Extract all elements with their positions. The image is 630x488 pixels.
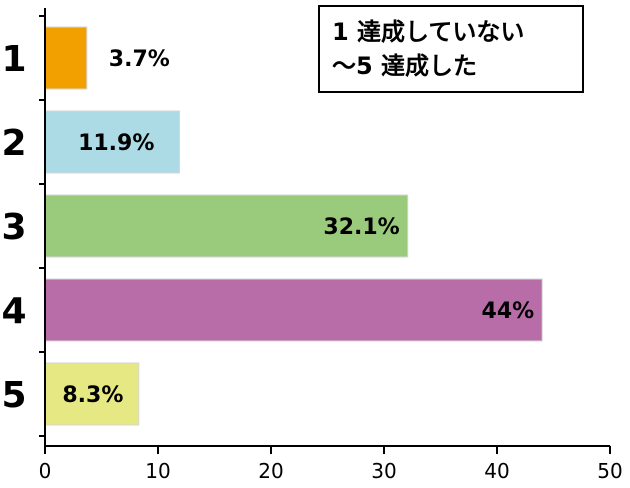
- category-label: 1: [1, 39, 26, 80]
- scale-legend: 1 達成していない ～5 達成した: [318, 5, 584, 93]
- category-label: 2: [1, 123, 26, 164]
- x-tick-label: 30: [371, 459, 396, 483]
- data-label: 8.3%: [62, 383, 123, 408]
- x-tick-label: 40: [484, 459, 509, 483]
- x-tick-label: 0: [39, 459, 52, 483]
- legend-line-2: ～5 達成した: [332, 52, 478, 80]
- x-tick-label: 20: [258, 459, 283, 483]
- data-label: 32.1%: [323, 215, 399, 240]
- legend-line-1: 1 達成していない: [332, 18, 525, 46]
- data-label: 11.9%: [78, 131, 154, 156]
- bar-5: [44, 362, 140, 426]
- category-label: 5: [1, 375, 26, 416]
- data-label: 44%: [482, 299, 535, 324]
- x-tick-label: 50: [597, 459, 622, 483]
- bar-1: [44, 26, 88, 90]
- data-label: 3.7%: [109, 47, 170, 72]
- bar-4: [44, 278, 543, 342]
- x-tick-label: 10: [145, 459, 170, 483]
- category-label: 3: [1, 207, 26, 248]
- bar-3: [44, 194, 409, 258]
- category-label: 4: [1, 291, 26, 332]
